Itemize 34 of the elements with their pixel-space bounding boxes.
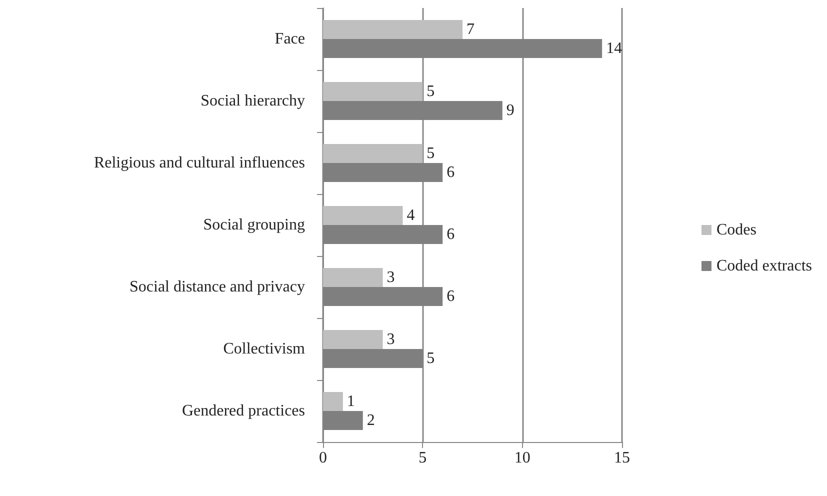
x-tick-label: 10 <box>514 450 530 466</box>
y-tick-label: Social grouping <box>203 216 305 234</box>
x-tick-label: 5 <box>418 450 427 466</box>
data-label: 14 <box>606 40 622 57</box>
data-label: 5 <box>426 145 435 162</box>
data-label: 7 <box>466 21 475 38</box>
y-tick-label: Social distance and privacy <box>130 278 305 296</box>
y-tick-label: Religious and cultural influences <box>94 154 305 172</box>
bar <box>323 330 383 349</box>
legend-label: Coded extracts <box>716 258 812 274</box>
data-label: 1 <box>346 393 355 410</box>
data-label: 4 <box>406 207 415 224</box>
data-label: 6 <box>446 226 455 243</box>
y-tick-label: Social hierarchy <box>200 92 305 110</box>
bar <box>323 144 423 163</box>
bar <box>323 82 423 101</box>
y-tick-label: Collectivism <box>223 340 306 358</box>
legend-label: Codes <box>716 222 756 238</box>
data-label: 3 <box>386 269 395 286</box>
bar <box>323 20 463 39</box>
data-label: 9 <box>506 102 514 119</box>
bar <box>323 206 403 225</box>
y-tick-label: Gendered practices <box>182 402 305 420</box>
x-tick-label: 15 <box>614 450 630 466</box>
data-label: 6 <box>446 164 455 181</box>
data-label: 5 <box>426 83 435 100</box>
data-label: 3 <box>386 331 395 348</box>
data-label: 6 <box>446 288 455 305</box>
y-tick-label: Face <box>274 30 305 48</box>
data-label: 5 <box>426 350 435 367</box>
x-tick-label: 0 <box>319 450 327 466</box>
data-label: 2 <box>366 412 375 429</box>
bar <box>323 268 383 287</box>
bar <box>323 392 343 411</box>
